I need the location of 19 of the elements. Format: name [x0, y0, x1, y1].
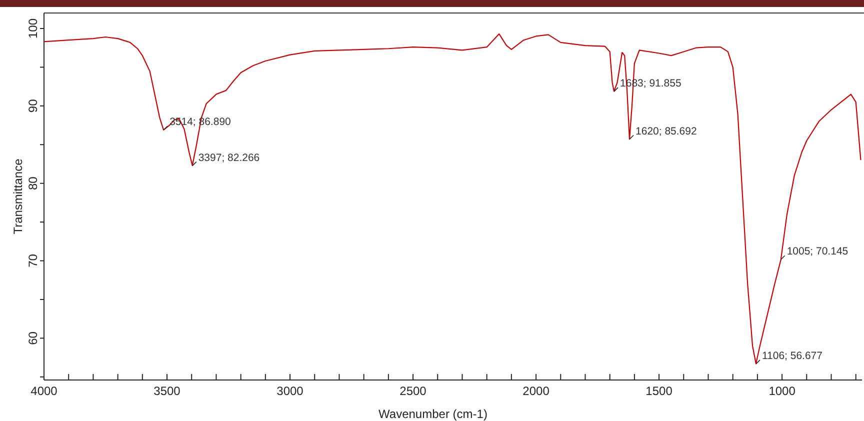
annotation: 3397; 82.266	[198, 152, 260, 164]
x-tick-label: 1000	[768, 384, 796, 398]
x-tick-label: 3500	[154, 384, 181, 398]
y-tick-label: 70	[26, 254, 40, 268]
y-tick-label: 90	[26, 98, 40, 113]
x-tick-label: 2000	[522, 384, 550, 398]
y-axis-title: Transmittance	[11, 158, 25, 234]
annotation: 1106; 56.677	[762, 350, 823, 362]
y-tick-label: 80	[26, 176, 40, 190]
y-tick-label: 100	[26, 18, 40, 38]
annotation: 1005; 70.145	[786, 246, 848, 258]
y-tick-label: 60	[26, 331, 40, 345]
x-tick-label: 1500	[646, 384, 673, 398]
x-tick-label: 4000	[30, 384, 58, 398]
x-tick-label: 2500	[400, 384, 427, 398]
x-axis-title: Wavenumber (cm-1)	[378, 407, 488, 421]
x-tick-label: 3000	[276, 384, 304, 398]
line-series	[43, 33, 862, 364]
annotation: 1620; 85.692	[636, 125, 697, 138]
